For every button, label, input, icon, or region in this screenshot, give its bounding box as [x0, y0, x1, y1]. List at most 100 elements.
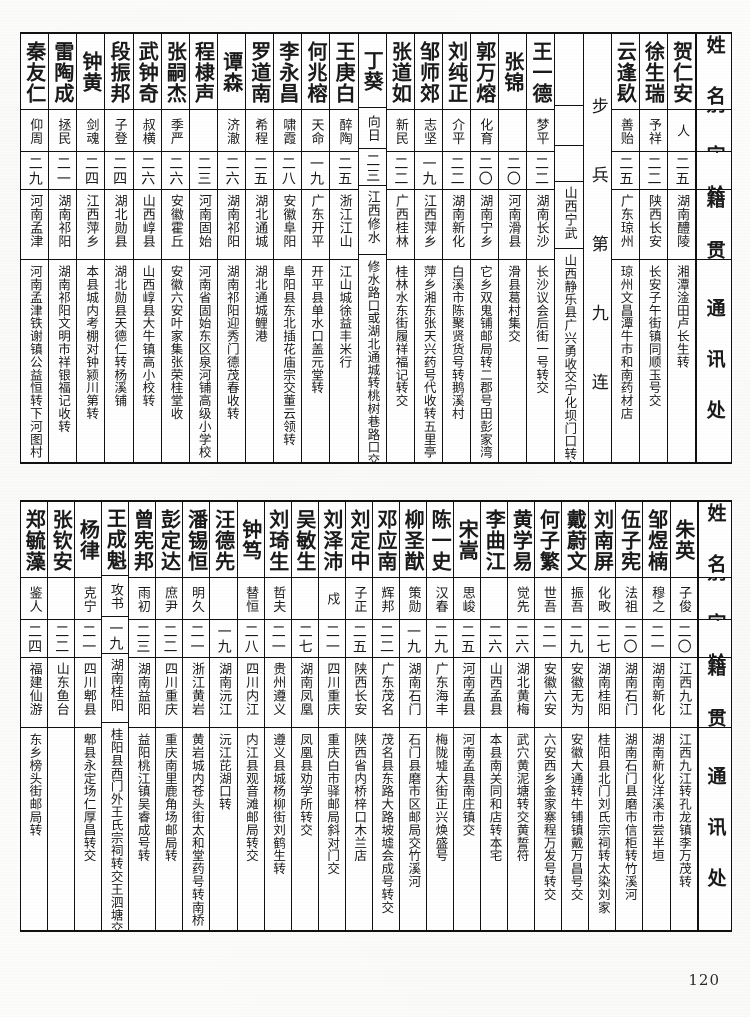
roster-column-戴蔚文: 戴蔚文 振吾 二九 安徽无为 安徽大通转牛铺镇戴万昌号交	[561, 502, 589, 930]
cell-name: 李曲江	[481, 502, 508, 578]
field-name: 吴敏生	[292, 508, 317, 572]
cell-name: 贺仁安	[667, 34, 695, 110]
cell-age: 二二	[386, 152, 414, 190]
field-age: 二一	[54, 156, 71, 186]
field-name: 刘泽沛	[319, 508, 344, 572]
cell-name	[584, 34, 611, 110]
field-address: 湘潭淦田卢长生转	[674, 265, 690, 369]
cell-alias: 觉先	[508, 578, 535, 620]
cell-age: 二六	[133, 152, 161, 190]
row-header-column: 姓 名别 字年 龄籍 贯通 讯 处	[696, 502, 732, 930]
field-address: 陕西省内桥梓口木兰店	[352, 733, 368, 862]
cell-age: 二五	[667, 152, 695, 190]
cell-alias: 仰周	[21, 110, 49, 152]
field-age: 一九	[405, 624, 422, 654]
cell-origin: 贵州遵义	[264, 658, 291, 728]
field-address: 内江县观音滩邮局转交	[243, 733, 259, 862]
field-age: 二五	[673, 156, 690, 186]
field-alias: 世吾	[540, 585, 556, 613]
cell-alias	[584, 110, 611, 152]
cell-alias: 子登	[105, 110, 133, 152]
field-origin: 安徽六安	[540, 662, 556, 716]
field-origin: 浙江江山	[336, 194, 352, 248]
cell-origin: 江西萍乡	[414, 190, 442, 260]
cell-name: 邓应南	[372, 502, 399, 578]
field-age: 二五	[459, 624, 476, 654]
field-origin: 湖南石门	[405, 662, 421, 716]
cell-age: 二四	[105, 152, 133, 190]
cell-origin: 安徽阜阳	[274, 190, 302, 260]
field-name: 戴蔚文	[563, 508, 588, 572]
field-age: 二六	[513, 624, 530, 654]
roster-column-陈一史: 陈一史 汉春 二九 广东海丰 梅陇墟大街正兴焕盛号	[425, 502, 453, 930]
field-address: 河南孟津铁谢镇公益恒转下河图村	[27, 265, 43, 459]
cell-age: 一九	[399, 620, 426, 658]
row-header-cell-name: 姓 名	[698, 502, 732, 578]
field-age: 二五	[350, 624, 367, 654]
cell-address: 它乡双鬼铺邮局转二郡号田彭家湾	[471, 260, 498, 462]
field-alias: 振吾	[567, 585, 583, 613]
field-address: 本县南关同和店转本宅	[487, 733, 503, 862]
field-address: 茂名县东路大路坡墟会成号转交	[379, 733, 395, 914]
cell-name: 张嗣杰	[161, 34, 189, 110]
cell-address: 湖南祁阳迎秀门德茂春收转	[218, 260, 245, 462]
field-address: 白溪市陈聚贤货号转鹅溪村	[449, 265, 465, 420]
cell-age: 二三	[129, 620, 156, 658]
cell-name: 刘定中	[345, 502, 372, 578]
field-origin: 山西崞县	[139, 194, 155, 248]
roster-column-段振邦: 段振邦 子登 二四 湖北勋县 湖北勋县天德仁转杨溪铺	[104, 34, 133, 462]
cell-origin: 湖南新化	[442, 190, 470, 260]
cell-address: 湖南新化洋溪市尝半垣	[643, 728, 669, 930]
cell-alias: 攻书	[102, 576, 129, 618]
roster-column-程棣声: 程棣声 二三 河南固始 河南省固始东区泉河铺高级小学校	[188, 34, 217, 462]
field-origin: 广东开平	[308, 194, 324, 248]
cell-name: 曾宪邦	[129, 502, 156, 578]
roster-column-宋嵩: 宋嵩 思峻 二五 河南孟县 河南孟县南庄镇交	[453, 502, 481, 930]
cell-name: 陈一史	[426, 502, 453, 578]
field-address: 武穴黄泥塘转交黄誓符	[514, 733, 530, 862]
field-age: 二一	[188, 624, 205, 654]
field-age: 二九	[432, 624, 449, 654]
cell-address: 沅江芘湖口转	[210, 728, 236, 930]
cell-address: 湖南石门县磨市信柜转竹溪河	[616, 728, 642, 930]
field-alias: 替恒	[243, 585, 259, 613]
cell-address: 茂名县东路大路坡墟会成号转交	[373, 728, 399, 930]
cell-alias: 法祖	[616, 578, 643, 620]
cell-alias: 向日	[358, 108, 386, 150]
cell-origin: 河南孟县	[454, 658, 481, 728]
cell-alias: 梦平	[527, 110, 555, 152]
cell-name	[555, 34, 583, 107]
field-origin: 江西修水	[364, 190, 380, 245]
cell-alias	[210, 578, 237, 620]
cell-age: 二八	[274, 152, 302, 190]
field-name: 伍子宪	[617, 508, 642, 572]
cell-alias	[291, 578, 318, 620]
cell-address: 山西静乐县广兴勇收交宁化坝门口转交	[555, 249, 582, 462]
cell-age: 二一	[535, 620, 562, 658]
field-origin: 四川郫县	[80, 662, 96, 716]
cell-alias: 替恒	[237, 578, 264, 620]
cell-address: 河南孟县南庄镇交	[454, 728, 480, 930]
cell-age: 一九	[102, 617, 129, 655]
cell-alias: 希程	[246, 110, 274, 152]
field-address: 安徽大通转牛铺镇戴万昌号交	[568, 733, 584, 901]
roster-column-徐生瑞: 徐生瑞 予祥 二二 陕西长安 长安子午街镇同顺玉号交	[638, 34, 667, 462]
cell-age: 二〇	[471, 152, 499, 190]
field-alias: 戍	[324, 592, 340, 606]
cell-address: 陕西省内桥梓口木兰店	[346, 728, 372, 930]
field-address: 本县城内考棚对钟颍川第转	[84, 265, 100, 420]
roster-column-朱英: 朱英 子俊 二〇 江西九江 江西九江转孔龙镇李万茂转	[669, 502, 697, 930]
field-age: 二三	[195, 156, 212, 186]
cell-origin: 广东海丰	[426, 658, 453, 728]
field-alias: 子登	[111, 117, 127, 145]
cell-address: 长沙议会后街一号转交	[527, 260, 554, 462]
cell-alias: 戍	[318, 578, 345, 620]
field-address: 修水路口或湖北通城转桃树巷路口交	[365, 259, 381, 462]
field-name: 钟黄	[79, 51, 103, 93]
field-alias: 觉先	[513, 585, 529, 613]
roster-column-柳圣猷: 柳圣猷 策勋 一九 湖南石门 石门县磨市区邮局交竹溪河	[398, 502, 426, 930]
row-header-label-name: 姓 名	[703, 34, 726, 110]
cell-alias: 辉邦	[372, 578, 399, 620]
row-header-column: 姓 名别 字年 龄籍 贯通 讯 处	[695, 34, 731, 462]
cell-age: 二二	[48, 620, 75, 658]
